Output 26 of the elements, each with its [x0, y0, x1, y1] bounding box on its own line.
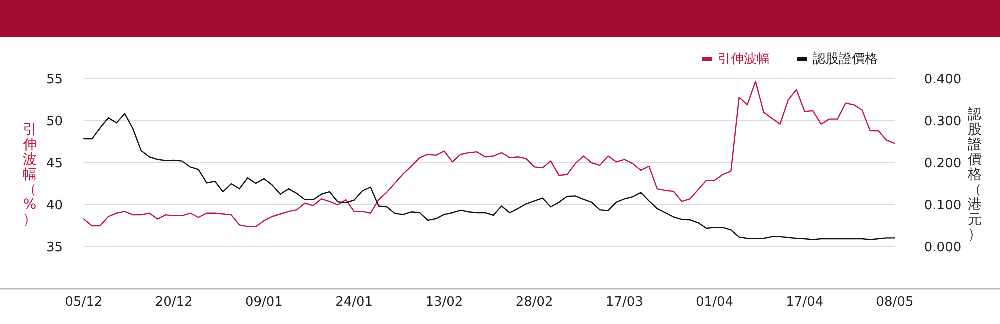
legend-label: 引伸波幅	[718, 52, 770, 67]
y-tick-label: 40	[46, 198, 63, 214]
y2-tick-label: 0.300	[924, 114, 962, 130]
x-tick-label: 08/05	[876, 295, 914, 310]
x-tick-label: 28/02	[516, 295, 554, 310]
x-tick-label: 17/04	[786, 295, 824, 310]
line-series	[83, 80, 896, 228]
y2-tick-label: 0.000	[924, 240, 962, 256]
text: 認股證價格（港元）	[968, 107, 982, 243]
x-tick-label: 13/02	[426, 295, 464, 310]
y2-tick-label: 0.400	[924, 72, 962, 88]
x-tick-label: 20/12	[155, 295, 193, 310]
y-tick-label: 55	[46, 72, 63, 88]
y2-tick-label: 0.200	[924, 156, 962, 172]
legend-label: 認股證價格	[813, 52, 878, 67]
x-tick-label: 24/01	[336, 295, 374, 310]
x-tick-label: 05/12	[65, 295, 103, 310]
y-tick-label: 35	[46, 240, 63, 256]
y-axis-title: 引伸波幅（%）	[22, 122, 37, 228]
line-series	[83, 113, 896, 240]
y-tick-label: 45	[46, 156, 63, 172]
x-tick-label: 17/03	[606, 295, 644, 310]
x-tick-label: 01/04	[696, 295, 734, 310]
y2-tick-label: 0.100	[924, 198, 962, 214]
y-tick-label: 50	[46, 114, 63, 130]
x-tick-label: 09/01	[245, 295, 283, 310]
